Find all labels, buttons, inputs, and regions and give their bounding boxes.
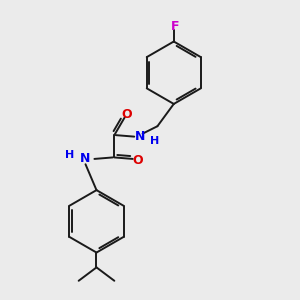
Text: H: H	[65, 150, 74, 160]
Text: N: N	[80, 152, 91, 165]
Text: O: O	[121, 108, 131, 121]
Text: O: O	[132, 154, 143, 167]
Text: F: F	[171, 20, 179, 33]
Text: H: H	[150, 136, 159, 146]
Text: N: N	[134, 130, 145, 143]
